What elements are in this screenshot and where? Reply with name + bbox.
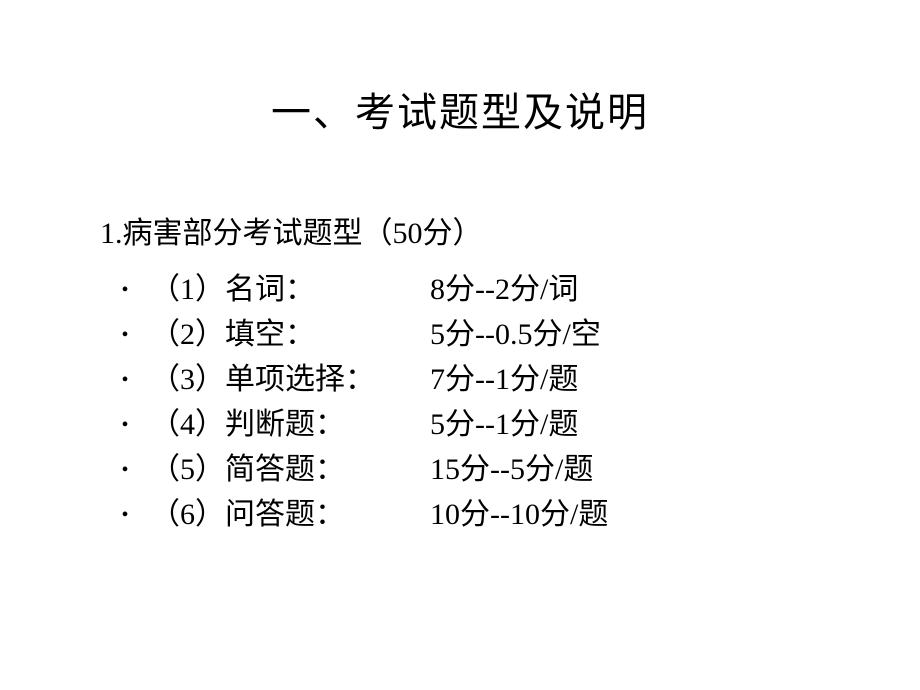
item-label: （4）判断题： — [150, 402, 430, 447]
item-label: （3）单项选择： — [150, 357, 430, 402]
list-item: • （3）单项选择： 7分--1分/题 — [100, 357, 920, 402]
item-label: （1）名词： — [150, 267, 430, 312]
list-item: • （5）简答题： 15分--5分/题 — [100, 447, 920, 492]
item-label: （6）问答题： — [150, 492, 430, 537]
question-type-list: • （1）名词： 8分--2分/词 • （2）填空： 5分--0.5分/空 • … — [100, 267, 920, 537]
section-header: 1.病害部分考试题型（50分） — [100, 208, 920, 252]
bullet-icon: • — [100, 455, 150, 485]
item-label: （5）简答题： — [150, 447, 430, 492]
item-value: 5分--0.5分/空 — [430, 312, 601, 357]
bullet-icon: • — [100, 500, 150, 530]
list-item: • （4）判断题： 5分--1分/题 — [100, 402, 920, 447]
item-value: 7分--1分/题 — [430, 357, 578, 402]
item-value: 5分--1分/题 — [430, 402, 578, 447]
list-item: • （6）问答题： 10分--10分/题 — [100, 492, 920, 537]
item-label: （2）填空： — [150, 312, 430, 357]
bullet-icon: • — [100, 410, 150, 440]
bullet-icon: • — [100, 365, 150, 395]
item-value: 8分--2分/词 — [430, 267, 578, 312]
list-item: • （2）填空： 5分--0.5分/空 — [100, 312, 920, 357]
page-title: 一、考试题型及说明 — [0, 80, 920, 138]
item-value: 15分--5分/题 — [430, 447, 593, 492]
list-item: • （1）名词： 8分--2分/词 — [100, 267, 920, 312]
bullet-icon: • — [100, 320, 150, 350]
content-section: 1.病害部分考试题型（50分） • （1）名词： 8分--2分/词 • （2）填… — [100, 208, 920, 537]
item-value: 10分--10分/题 — [430, 492, 608, 537]
bullet-icon: • — [100, 275, 150, 305]
